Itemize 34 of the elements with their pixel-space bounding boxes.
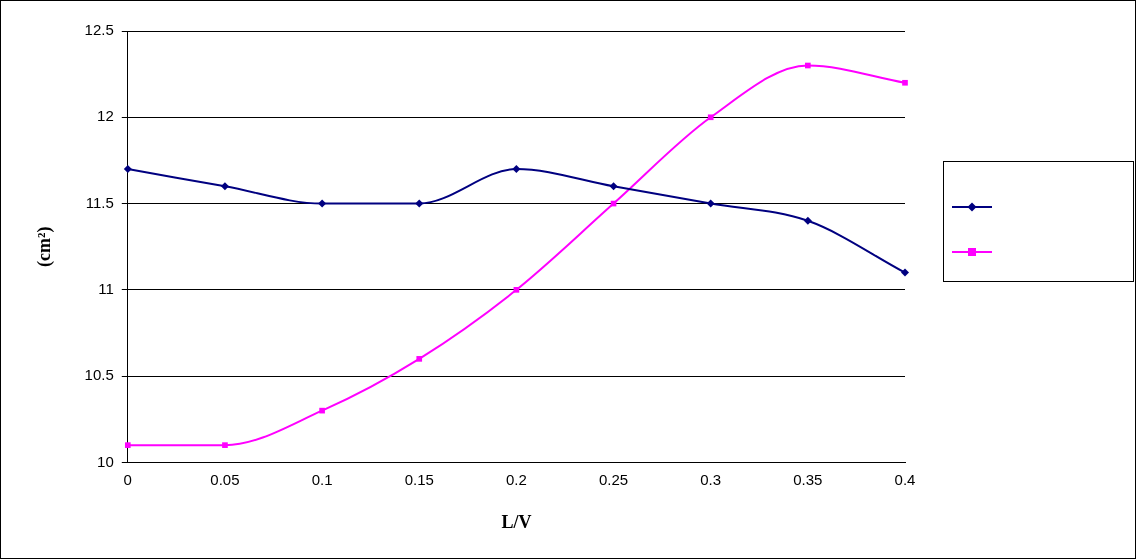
point xyxy=(222,442,228,448)
x-tick-label: 0.05 xyxy=(210,470,240,488)
y-tick-label: 10.5 xyxy=(84,366,114,384)
x-tick-label: 0.35 xyxy=(793,470,823,488)
point xyxy=(805,62,811,69)
y-tick-label: 12 xyxy=(97,107,114,125)
x-tick-label: 0.2 xyxy=(505,470,527,488)
y-tick-label: 11.5 xyxy=(85,193,114,211)
y-axis-title: (cm²) xyxy=(34,226,56,267)
point xyxy=(124,442,131,448)
point xyxy=(901,268,909,277)
point xyxy=(319,407,325,414)
point xyxy=(707,114,714,121)
y-tick-label: 11 xyxy=(98,279,114,297)
x-tick-label: 0 xyxy=(123,470,132,488)
point xyxy=(318,199,327,208)
x-tick-label: 0.4 xyxy=(894,470,916,488)
x-tick-label: 0.1 xyxy=(311,470,333,488)
point xyxy=(416,356,423,362)
x-tick-label: 0.3 xyxy=(700,470,722,488)
point xyxy=(902,79,908,86)
point xyxy=(123,165,132,174)
point xyxy=(220,182,229,191)
point xyxy=(609,182,618,191)
point xyxy=(706,199,715,208)
point xyxy=(513,287,520,293)
x-axis-title: L/V xyxy=(501,511,532,532)
point xyxy=(512,165,521,174)
x-tick-label: 0.15 xyxy=(404,470,434,488)
y-tick-label: 12.5 xyxy=(84,21,114,39)
point xyxy=(803,216,812,225)
point xyxy=(415,199,424,208)
y-tick-label: 10 xyxy=(97,452,114,470)
x-tick-label: 0.25 xyxy=(598,470,629,488)
